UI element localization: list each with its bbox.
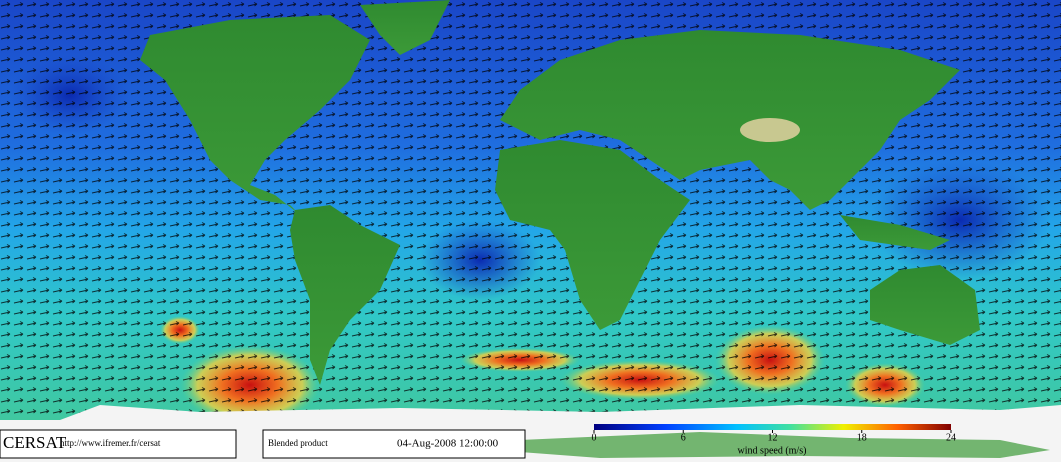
- logo: CERSAT: [3, 433, 67, 452]
- product-box: [262, 429, 526, 459]
- colorbar-tick-label: 12: [768, 432, 778, 443]
- colorbar-tick-label: 6: [681, 432, 686, 443]
- colorbar-gradient: [594, 424, 951, 430]
- footer: CERSAT http://www.ifremer.fr/cersat Blen…: [0, 429, 526, 459]
- continents: [140, 0, 980, 385]
- date: 04-Aug-2008 12:00:00: [397, 438, 499, 450]
- product: Blended product: [268, 438, 328, 448]
- colorbar: wind speed (m/s) 0 6 12 18 24: [592, 424, 956, 456]
- colorbar-label: wind speed (m/s): [738, 445, 807, 456]
- colorbar-tick-label: 24: [946, 432, 956, 443]
- colorbar-tick-label: 18: [857, 432, 867, 443]
- antarctica-land: [520, 432, 1050, 458]
- colorbar-tick-label: 0: [592, 432, 597, 443]
- url: http://www.ifremer.fr/cersat: [60, 438, 161, 448]
- logo-box: [0, 429, 237, 459]
